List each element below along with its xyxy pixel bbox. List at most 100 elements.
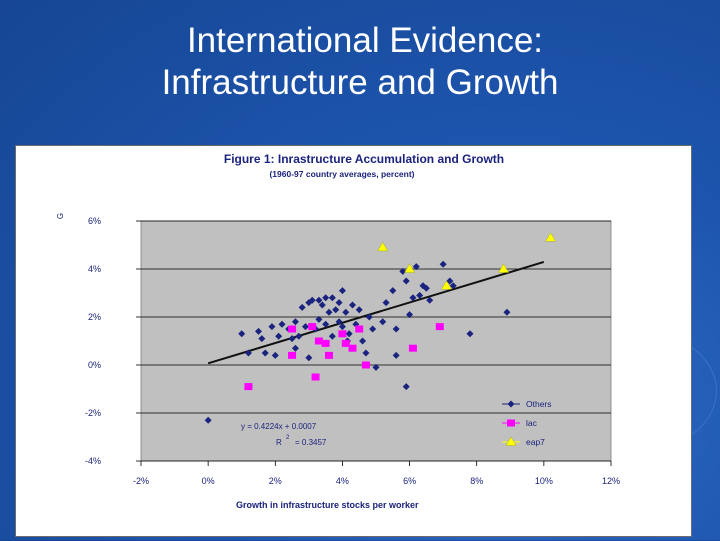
data-point-others bbox=[315, 315, 323, 323]
data-point-lac bbox=[341, 339, 350, 347]
legend-label-others: Others bbox=[526, 399, 552, 409]
slide-title: International Evidence: Infrastructure a… bbox=[0, 20, 720, 104]
data-point-others bbox=[446, 277, 454, 285]
data-points bbox=[204, 232, 556, 424]
legend-marker-eap7 bbox=[505, 436, 517, 446]
data-point-others bbox=[328, 332, 336, 340]
data-point-lac bbox=[325, 351, 333, 359]
trend-equation: y = 0.4224x + 0.0007 bbox=[241, 422, 317, 431]
legend-label-lac: lac bbox=[526, 418, 538, 428]
legend: Others lac eap7 bbox=[502, 399, 552, 447]
data-point-others bbox=[271, 351, 279, 359]
data-point-others bbox=[338, 287, 346, 295]
x-tick-label: 10% bbox=[535, 476, 553, 486]
data-point-others bbox=[238, 330, 246, 338]
data-point-lac bbox=[338, 330, 347, 338]
data-point-others bbox=[409, 294, 417, 302]
data-point-others bbox=[426, 296, 434, 304]
data-point-lac bbox=[321, 339, 330, 347]
data-point-others bbox=[325, 308, 333, 316]
data-point-others bbox=[466, 330, 474, 338]
data-point-lac bbox=[361, 361, 370, 369]
data-point-others bbox=[328, 294, 336, 302]
data-point-lac bbox=[311, 373, 320, 381]
axis-ticks: 6% 4% 2% 0% -2% -4% -2% 0% 2% 4% 6% 8% 10% 12% bbox=[85, 216, 620, 486]
data-point-others bbox=[399, 267, 407, 275]
y-tick-label: -4% bbox=[85, 456, 101, 466]
legend-label-eap7: eap7 bbox=[526, 437, 545, 447]
trend-line bbox=[207, 260, 545, 365]
data-point-others bbox=[422, 284, 430, 292]
data-point-others bbox=[305, 354, 313, 362]
y-axis-label: G bbox=[56, 213, 65, 219]
data-point-others bbox=[349, 301, 356, 309]
legend-marker-lac bbox=[507, 419, 515, 427]
data-point-others bbox=[406, 311, 414, 319]
data-point-eap7 bbox=[441, 280, 452, 290]
data-point-others bbox=[335, 318, 343, 326]
data-point-eap7 bbox=[498, 263, 509, 273]
data-point-others bbox=[382, 299, 390, 307]
y-tick-label: 0% bbox=[88, 360, 101, 370]
data-point-others bbox=[295, 332, 303, 340]
data-point-others bbox=[372, 363, 380, 371]
data-point-others bbox=[416, 291, 424, 299]
slide-title-line-1: International Evidence: bbox=[186, 21, 544, 60]
data-point-lac bbox=[355, 325, 364, 333]
data-point-others bbox=[332, 306, 340, 314]
gridlines bbox=[141, 220, 611, 462]
data-point-lac bbox=[408, 344, 417, 352]
data-point-others bbox=[258, 335, 266, 343]
data-point-lac bbox=[288, 325, 297, 333]
data-point-others bbox=[389, 287, 397, 295]
data-point-lac bbox=[308, 323, 317, 331]
data-point-lac bbox=[314, 337, 323, 345]
y-tick-label: 4% bbox=[88, 264, 101, 274]
scatter-chart: Figure 1: Inrastructure Accumulation and… bbox=[56, 152, 620, 510]
data-point-others bbox=[268, 323, 276, 331]
r-squared-value: = 0.3457 bbox=[295, 438, 327, 447]
chart-subtitle: (1960-97 country averages, percent) bbox=[269, 169, 414, 179]
data-point-others bbox=[308, 296, 316, 304]
x-tick-label: 12% bbox=[602, 476, 620, 486]
data-point-others bbox=[402, 277, 410, 285]
data-point-others bbox=[362, 349, 370, 357]
data-point-others bbox=[338, 323, 346, 331]
data-point-others bbox=[322, 320, 330, 328]
data-point-others bbox=[359, 337, 367, 345]
data-point-others bbox=[244, 349, 252, 357]
data-point-eap7 bbox=[377, 242, 389, 252]
legend-marker-others bbox=[507, 400, 515, 408]
data-point-eap7 bbox=[545, 232, 556, 242]
data-point-others bbox=[449, 282, 457, 290]
data-point-eap7 bbox=[404, 263, 415, 273]
data-point-lac bbox=[288, 351, 297, 359]
data-point-others bbox=[412, 263, 420, 271]
r-squared-superscript: 2 bbox=[286, 435, 290, 441]
y-tick-label: -2% bbox=[85, 408, 101, 418]
data-point-others bbox=[402, 383, 410, 391]
data-point-others bbox=[204, 416, 212, 424]
data-point-others bbox=[342, 308, 350, 316]
data-point-others bbox=[255, 327, 262, 335]
data-point-others bbox=[298, 303, 306, 311]
y-tick-label: 6% bbox=[88, 216, 101, 226]
data-point-lac bbox=[244, 383, 253, 391]
data-point-others bbox=[392, 351, 400, 359]
figure-panel: Figure 1: Inrastructure Accumulation and… bbox=[15, 145, 692, 537]
x-tick-label: 0% bbox=[202, 476, 215, 486]
data-point-others bbox=[315, 296, 323, 304]
data-point-lac bbox=[348, 344, 357, 352]
data-point-others bbox=[318, 301, 326, 309]
data-point-others bbox=[261, 349, 269, 357]
data-point-others bbox=[288, 335, 296, 343]
data-point-others bbox=[439, 260, 447, 268]
plot-area bbox=[140, 220, 612, 462]
x-tick-label: 6% bbox=[403, 476, 416, 486]
data-point-others bbox=[345, 330, 353, 338]
data-point-others bbox=[379, 318, 387, 326]
data-point-others bbox=[369, 325, 377, 333]
x-tick-label: 4% bbox=[336, 476, 349, 486]
data-point-others bbox=[322, 294, 330, 302]
data-point-others bbox=[335, 299, 343, 307]
